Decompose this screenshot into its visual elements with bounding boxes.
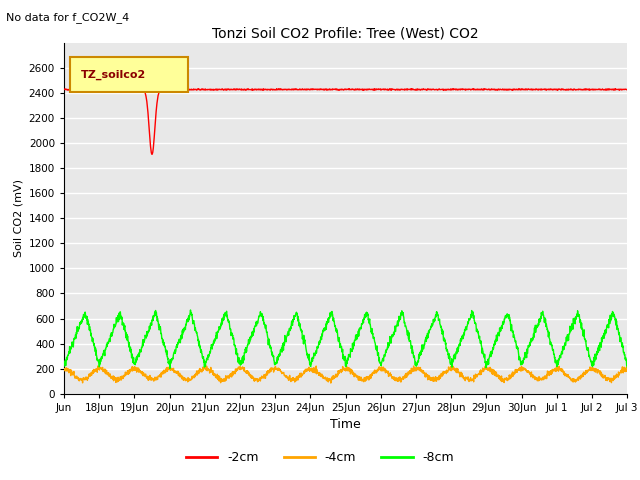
Text: TZ_soilco2: TZ_soilco2	[81, 70, 146, 80]
Y-axis label: Soil CO2 (mV): Soil CO2 (mV)	[13, 180, 23, 257]
Text: No data for f_CO2W_4: No data for f_CO2W_4	[6, 12, 130, 23]
Title: Tonzi Soil CO2 Profile: Tree (West) CO2: Tonzi Soil CO2 Profile: Tree (West) CO2	[212, 27, 479, 41]
X-axis label: Time: Time	[330, 418, 361, 431]
FancyBboxPatch shape	[70, 57, 188, 92]
Legend: -2cm, -4cm, -8cm: -2cm, -4cm, -8cm	[181, 446, 459, 469]
